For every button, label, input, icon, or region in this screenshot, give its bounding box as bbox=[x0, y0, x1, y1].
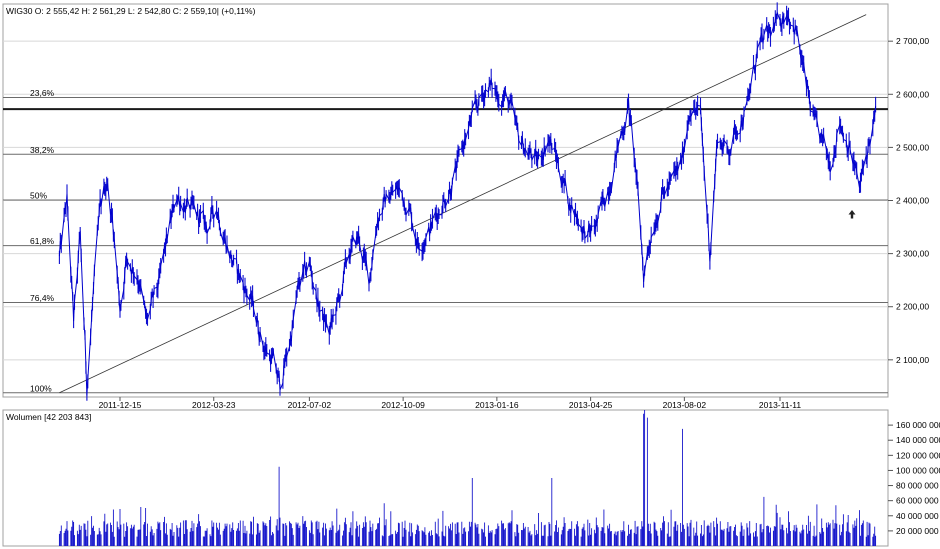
volume-y-tick-label: 60 000 000 bbox=[896, 496, 939, 506]
fib-level-label: 100% bbox=[30, 383, 52, 393]
price-header: WIG30 O: 2 555,42 H: 2 561,29 L: 2 542,8… bbox=[6, 6, 256, 16]
price-panel: 23,6% 38,2% 50% 61,8% 76,4% 100% 2 100,00 2 20… bbox=[2, 2, 929, 410]
price-x-tick-label: 2013-11-11 bbox=[759, 400, 801, 410]
fib-level-label: 50% bbox=[30, 190, 47, 200]
price-x-axis: 2011-12-15 2012-03-23 2012-07-02 2012-10-09… bbox=[99, 397, 801, 410]
price-y-tick-label: 2 200,00 bbox=[896, 302, 929, 312]
fib-level-label: 76,4% bbox=[30, 293, 55, 303]
price-y-tick-label: 2 700,00 bbox=[896, 36, 929, 46]
volume-plot-frame bbox=[2, 409, 889, 547]
price-y-tick-label: 2 500,00 bbox=[896, 142, 929, 152]
fib-level-label: 23,6% bbox=[30, 88, 55, 98]
volume-y-tick-label: 20 000 000 bbox=[896, 526, 939, 536]
fib-level-label: 61,8% bbox=[30, 236, 55, 246]
volume-y-tick-label: 160 000 000 bbox=[896, 420, 940, 430]
up-arrow-icon bbox=[848, 210, 856, 219]
price-x-tick-label: 2012-03-23 bbox=[192, 400, 236, 410]
volume-header: Wolumen [42 203 843] bbox=[6, 412, 91, 422]
price-close-line bbox=[58, 12, 877, 396]
price-x-tick-label: 2012-07-02 bbox=[288, 400, 332, 410]
volume-y-axis: 20 000 000 40 000 000 60 000 000 80 000 000… bbox=[888, 420, 940, 536]
price-y-tick-label: 2 300,00 bbox=[896, 249, 929, 259]
price-series bbox=[58, 2, 877, 401]
price-x-tick-label: 2013-04-25 bbox=[569, 400, 613, 410]
fib-level-label: 38,2% bbox=[30, 145, 55, 155]
volume-y-tick-label: 140 000 000 bbox=[896, 435, 940, 445]
trendline-layer bbox=[59, 14, 867, 394]
volume-y-tick-label: 40 000 000 bbox=[896, 511, 939, 521]
price-x-tick-label: 2011-12-15 bbox=[99, 400, 142, 410]
price-y-tick-label: 2 100,00 bbox=[896, 355, 929, 365]
price-y-tick-label: 2 400,00 bbox=[896, 196, 929, 206]
price-y-tick-label: 2 600,00 bbox=[896, 89, 929, 99]
volume-y-tick-label: 80 000 000 bbox=[896, 481, 939, 491]
fibonacci-levels: 23,6% 38,2% 50% 61,8% 76,4% 100% bbox=[3, 88, 888, 394]
volume-bar-set bbox=[58, 410, 877, 546]
price-x-tick-label: 2013-01-16 bbox=[475, 400, 519, 410]
volume-y-tick-label: 120 000 000 bbox=[896, 450, 940, 460]
volume-y-tick-label: 100 000 000 bbox=[896, 465, 940, 475]
trendline bbox=[59, 14, 867, 394]
price-x-tick-label: 2013-08-02 bbox=[663, 400, 707, 410]
price-x-tick-label: 2012-10-09 bbox=[381, 400, 425, 410]
volume-bars bbox=[58, 410, 877, 546]
volume-panel: 20 000 000 40 000 000 60 000 000 80 000 000… bbox=[2, 409, 940, 547]
price-y-axis: 2 100,00 2 200,00 2 300,00 2 400,00 2 500,00… bbox=[888, 36, 929, 365]
